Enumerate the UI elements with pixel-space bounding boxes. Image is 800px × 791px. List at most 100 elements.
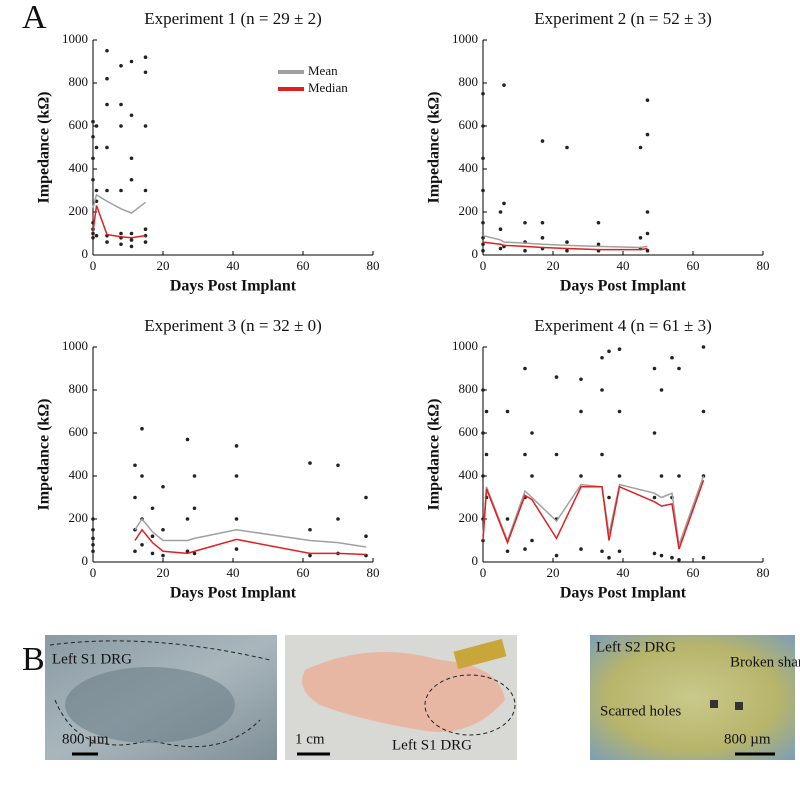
- point: [140, 426, 144, 431]
- point: [129, 177, 134, 182]
- point: [105, 188, 109, 193]
- point: [652, 551, 657, 556]
- point: [94, 124, 99, 128]
- point: [91, 236, 95, 240]
- point: [140, 474, 144, 478]
- point: [652, 495, 657, 500]
- x-tick-label: 80: [367, 258, 380, 273]
- point: [659, 388, 664, 392]
- implant: [65, 667, 235, 743]
- point: [701, 409, 706, 414]
- point: [119, 242, 123, 247]
- y-tick-label: 1000: [62, 31, 88, 46]
- point: [645, 132, 650, 137]
- chart-title: Experiment 2 (n = 52 ± 3): [534, 9, 712, 28]
- photo-label: Left S1 DRG: [52, 651, 132, 667]
- point: [161, 553, 165, 558]
- x-tick-label: 20: [157, 258, 170, 273]
- point: [523, 452, 527, 457]
- point: [617, 474, 622, 478]
- y-tick-label: 800: [459, 74, 479, 89]
- point: [554, 452, 559, 457]
- point: [143, 188, 148, 193]
- point: [161, 527, 165, 532]
- y-tick-label: 600: [69, 424, 89, 439]
- point: [91, 119, 95, 124]
- point: [192, 506, 197, 511]
- point: [481, 156, 485, 161]
- y-tick-label: 200: [69, 510, 89, 525]
- point: [119, 231, 123, 236]
- chart-title: Experiment 1 (n = 29 ± 2): [144, 9, 322, 28]
- x-tick-label: 0: [480, 565, 487, 580]
- point: [481, 124, 485, 128]
- y-tick-label: 1000: [62, 338, 88, 353]
- point: [565, 248, 569, 253]
- x-tick-label: 40: [617, 565, 630, 580]
- point: [617, 409, 622, 414]
- y-tick-label: 0: [472, 553, 479, 568]
- point: [129, 59, 134, 64]
- point: [498, 227, 503, 231]
- x-axis-label: Days Post Implant: [170, 585, 297, 602]
- point: [234, 444, 239, 448]
- point: [105, 48, 109, 53]
- point: [530, 474, 534, 478]
- y-tick-label: 400: [69, 160, 89, 175]
- point: [91, 134, 95, 139]
- point: [129, 231, 134, 236]
- point: [129, 156, 134, 161]
- point: [119, 188, 123, 193]
- point: [596, 220, 601, 225]
- point: [150, 534, 155, 538]
- point: [600, 549, 604, 554]
- y-tick-label: 400: [69, 467, 89, 482]
- shank: [710, 700, 718, 708]
- x-axis-label: Days Post Implant: [560, 585, 687, 602]
- point: [652, 431, 657, 435]
- y-tick-label: 800: [69, 381, 89, 396]
- x-axis-label: Days Post Implant: [170, 278, 297, 295]
- point: [523, 547, 527, 551]
- point: [645, 248, 650, 253]
- point: [143, 240, 148, 244]
- x-tick-label: 20: [547, 565, 560, 580]
- y-axis-label: Impedance (kΩ): [36, 399, 53, 511]
- point: [94, 233, 99, 238]
- photo-label: Left S1 DRG: [392, 737, 472, 753]
- point: [143, 227, 148, 231]
- connector: [453, 638, 507, 670]
- point: [308, 527, 312, 532]
- point: [645, 231, 650, 236]
- photo-label: 1 cm: [295, 731, 325, 747]
- point: [336, 517, 340, 521]
- point: [638, 236, 643, 240]
- point: [133, 495, 137, 500]
- point: [677, 366, 681, 371]
- panel-label: B: [22, 641, 45, 678]
- point: [481, 248, 485, 253]
- photo-label: Broken shanks: [730, 654, 800, 670]
- series-line: [482, 241, 648, 251]
- photo-label: Scarred holes: [600, 703, 681, 719]
- photo: [590, 635, 795, 760]
- point: [94, 188, 99, 193]
- point: [143, 124, 148, 128]
- point: [659, 553, 664, 558]
- x-tick-label: 20: [157, 565, 170, 580]
- series-line: [134, 517, 367, 548]
- chart-title: Experiment 4 (n = 61 ± 3): [534, 316, 712, 335]
- point: [523, 220, 527, 225]
- point: [540, 139, 545, 143]
- point: [308, 553, 312, 558]
- outline: [424, 674, 516, 736]
- point: [133, 549, 137, 554]
- point: [579, 474, 583, 478]
- point: [192, 551, 197, 556]
- tissue: [302, 652, 505, 732]
- x-tick-label: 60: [297, 565, 310, 580]
- point: [617, 347, 622, 351]
- point: [185, 437, 190, 442]
- point: [91, 527, 95, 532]
- point: [701, 345, 706, 349]
